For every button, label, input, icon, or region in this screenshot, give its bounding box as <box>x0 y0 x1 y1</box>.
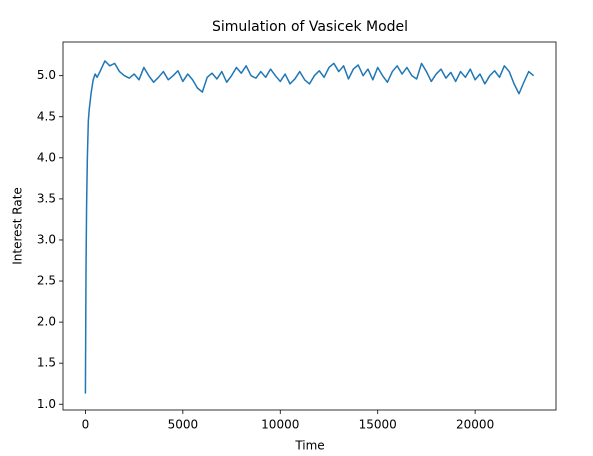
y-tick-label: 2.5 <box>37 274 56 288</box>
y-tick-label: 4.5 <box>37 109 56 123</box>
y-tick-label: 1.0 <box>37 397 56 411</box>
x-axis-label: Time <box>294 439 324 453</box>
axes-frame <box>62 41 557 411</box>
x-tick-label: 10000 <box>261 418 299 432</box>
y-tick-label: 3.0 <box>37 232 56 246</box>
y-tick-label: 4.0 <box>37 150 56 164</box>
y-tick-label: 2.0 <box>37 315 56 329</box>
y-tick-label: 1.5 <box>37 356 56 370</box>
x-tick-label: 20000 <box>456 418 494 432</box>
data-line <box>84 60 535 394</box>
chart-title: Simulation of Vasicek Model <box>212 19 408 35</box>
x-tick-label: 5000 <box>168 418 199 432</box>
y-tick-label: 3.5 <box>37 191 56 205</box>
x-tick-label: 0 <box>82 418 90 432</box>
x-tick-label: 15000 <box>359 418 397 432</box>
y-axis-label: Interest Rate <box>11 187 25 265</box>
y-tick-label: 5.0 <box>37 68 56 82</box>
